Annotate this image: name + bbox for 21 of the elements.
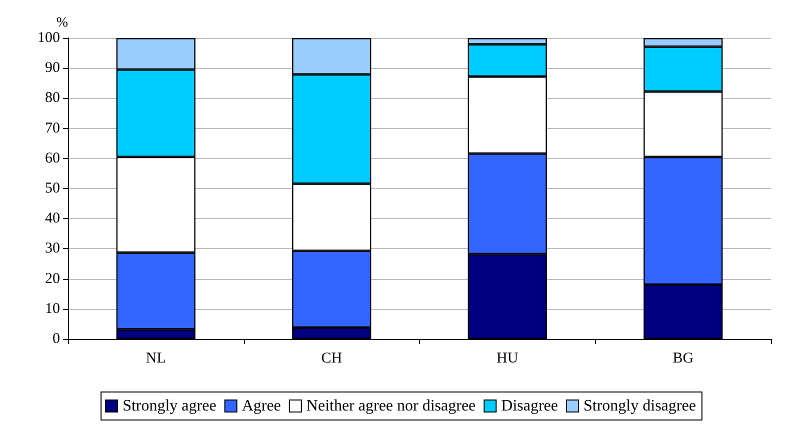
y-tick-label: 90 [45,60,60,76]
legend-label: Neither agree nor disagree [306,398,476,414]
y-tick-label: 60 [45,150,60,166]
legend-label: Disagree [501,398,558,414]
y-tick-label: 40 [45,210,60,227]
x-tick-label: NL [146,350,166,366]
x-tick-label: HU [496,350,518,366]
legend-label: Strongly agree [122,398,216,414]
x-tick-label: BG [672,350,694,366]
x-tick-label: CH [321,350,342,366]
y-tick-label: 100 [38,30,60,46]
legend-label: Strongly disagree [584,398,696,414]
y-tick-label: 50 [45,180,60,196]
y-axis-title: % [56,16,68,30]
y-tick-label: 10 [45,300,60,317]
y-tick-label: 30 [45,240,60,257]
legend-label: Agree [242,398,281,414]
y-tick-label: 0 [52,331,60,347]
y-tick-label: 70 [45,120,60,136]
y-tick-label: 80 [45,90,60,106]
y-tick-label: 20 [45,270,60,287]
